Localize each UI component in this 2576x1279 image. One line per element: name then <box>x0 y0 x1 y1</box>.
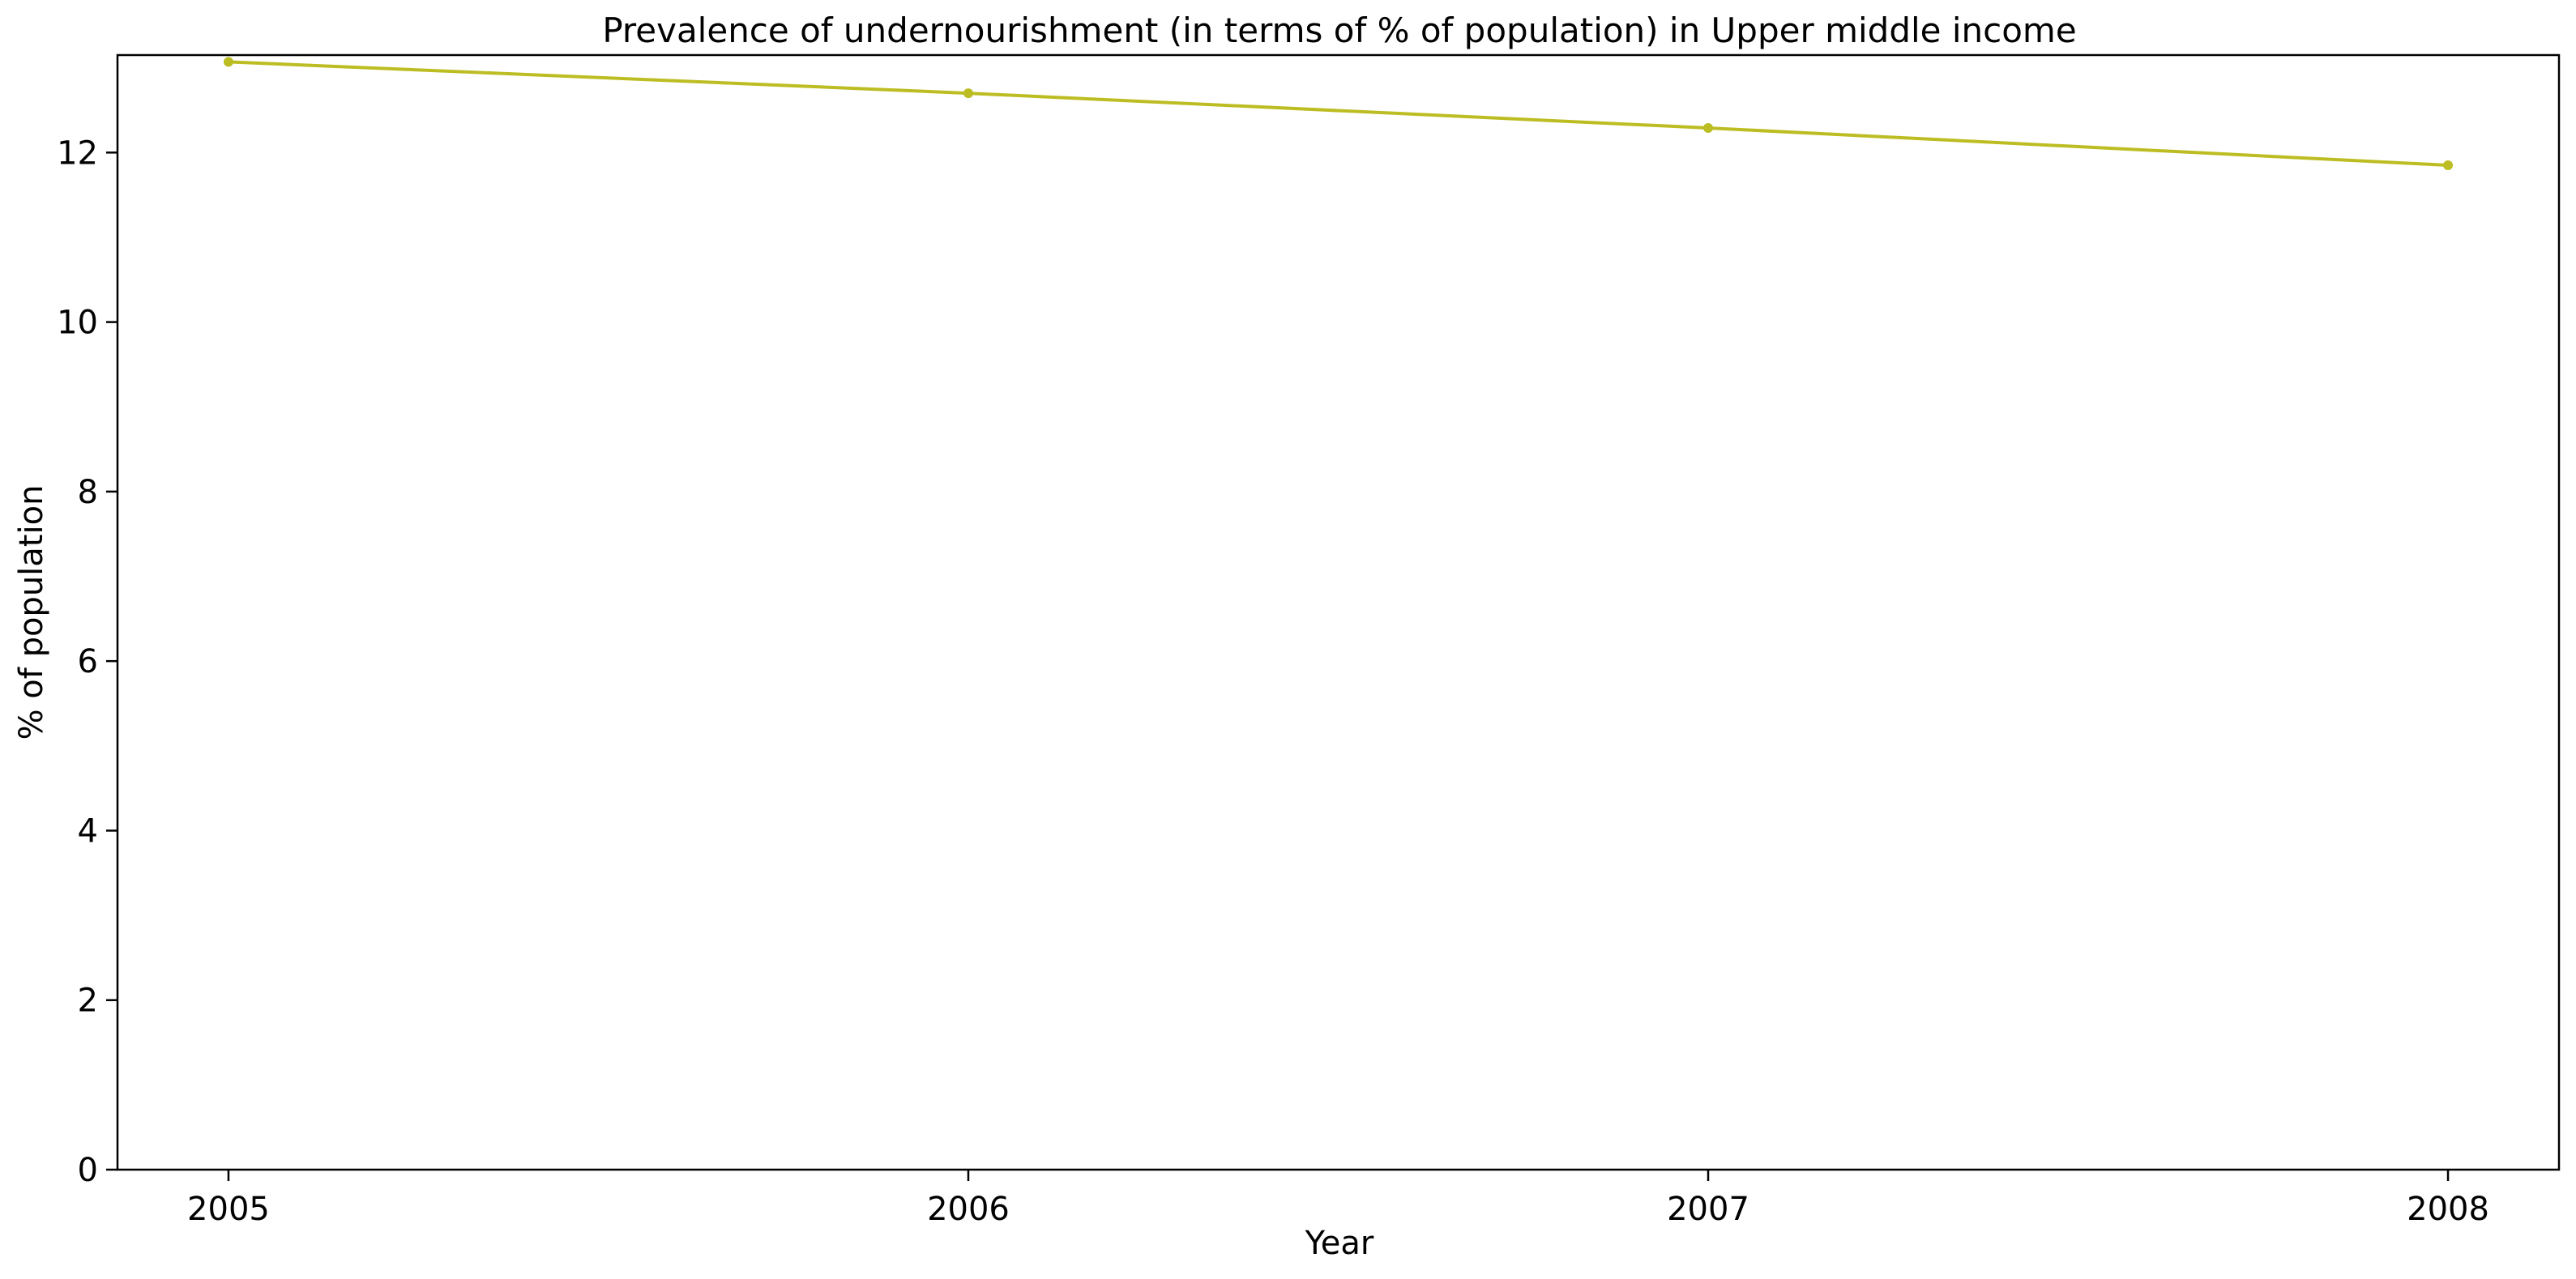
x-tick-label: 2008 <box>2407 1191 2489 1228</box>
x-tick-label: 2006 <box>927 1191 1010 1228</box>
x-axis-title: Year <box>1305 1225 1374 1262</box>
x-axis: 2005 2006 2007 2008 <box>187 1170 2489 1228</box>
series-layer <box>223 57 2454 171</box>
x-tick-label: 2007 <box>1667 1191 1749 1228</box>
y-tick-label: 0 <box>78 1152 98 1189</box>
y-tick-label: 4 <box>78 812 98 850</box>
plot-area: 0 2 4 6 8 10 12 2005 2006 2007 2008 <box>57 53 2561 1228</box>
y-tick-label: 8 <box>78 474 98 511</box>
data-point <box>1703 122 1714 133</box>
y-tick-label: 2 <box>78 983 98 1020</box>
y-tick-label: 6 <box>78 643 98 680</box>
plot-frame <box>116 53 2561 1171</box>
data-point <box>963 88 973 99</box>
series-line <box>228 60 2449 168</box>
y-tick-label: 10 <box>57 305 98 342</box>
data-point <box>223 57 233 67</box>
chart-title: Prevalence of undernourishment (in terms… <box>602 11 2076 50</box>
y-tick-label: 12 <box>57 134 98 172</box>
data-point <box>2443 160 2454 171</box>
y-axis: 0 2 4 6 8 10 12 <box>57 134 117 1189</box>
x-tick-label: 2005 <box>187 1191 270 1228</box>
y-axis-title: % of population <box>13 485 50 740</box>
